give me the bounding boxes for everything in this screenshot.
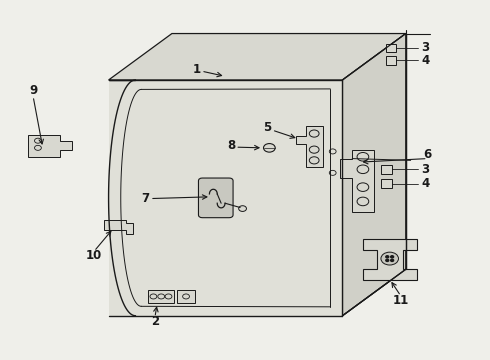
Bar [381, 179, 392, 188]
Text: 2: 2 [151, 315, 159, 328]
Text: 4: 4 [421, 54, 429, 67]
Text: 1: 1 [192, 63, 200, 76]
Text: 11: 11 [393, 294, 409, 307]
Bar [147, 290, 174, 303]
Polygon shape [28, 135, 72, 157]
Polygon shape [343, 33, 406, 316]
Text: 6: 6 [423, 148, 432, 162]
Polygon shape [109, 80, 343, 316]
Circle shape [386, 256, 389, 258]
Polygon shape [104, 220, 133, 234]
Polygon shape [363, 239, 416, 280]
Text: 3: 3 [421, 163, 429, 176]
Bar [381, 165, 392, 174]
Bar [386, 56, 396, 64]
Text: 7: 7 [141, 192, 149, 205]
Text: 3: 3 [421, 41, 429, 54]
Text: 8: 8 [227, 139, 236, 152]
Polygon shape [109, 33, 406, 80]
Circle shape [381, 252, 398, 265]
Circle shape [386, 259, 389, 261]
FancyBboxPatch shape [198, 178, 233, 218]
Text: 4: 4 [421, 177, 429, 190]
Bar [177, 290, 196, 303]
Polygon shape [340, 150, 374, 212]
Circle shape [264, 144, 275, 152]
Polygon shape [296, 126, 323, 167]
Bar [386, 44, 396, 52]
Text: 9: 9 [29, 84, 37, 97]
Circle shape [239, 206, 246, 211]
Circle shape [391, 256, 393, 258]
Circle shape [391, 259, 393, 261]
Text: 5: 5 [263, 121, 271, 134]
Text: 10: 10 [86, 248, 102, 261]
